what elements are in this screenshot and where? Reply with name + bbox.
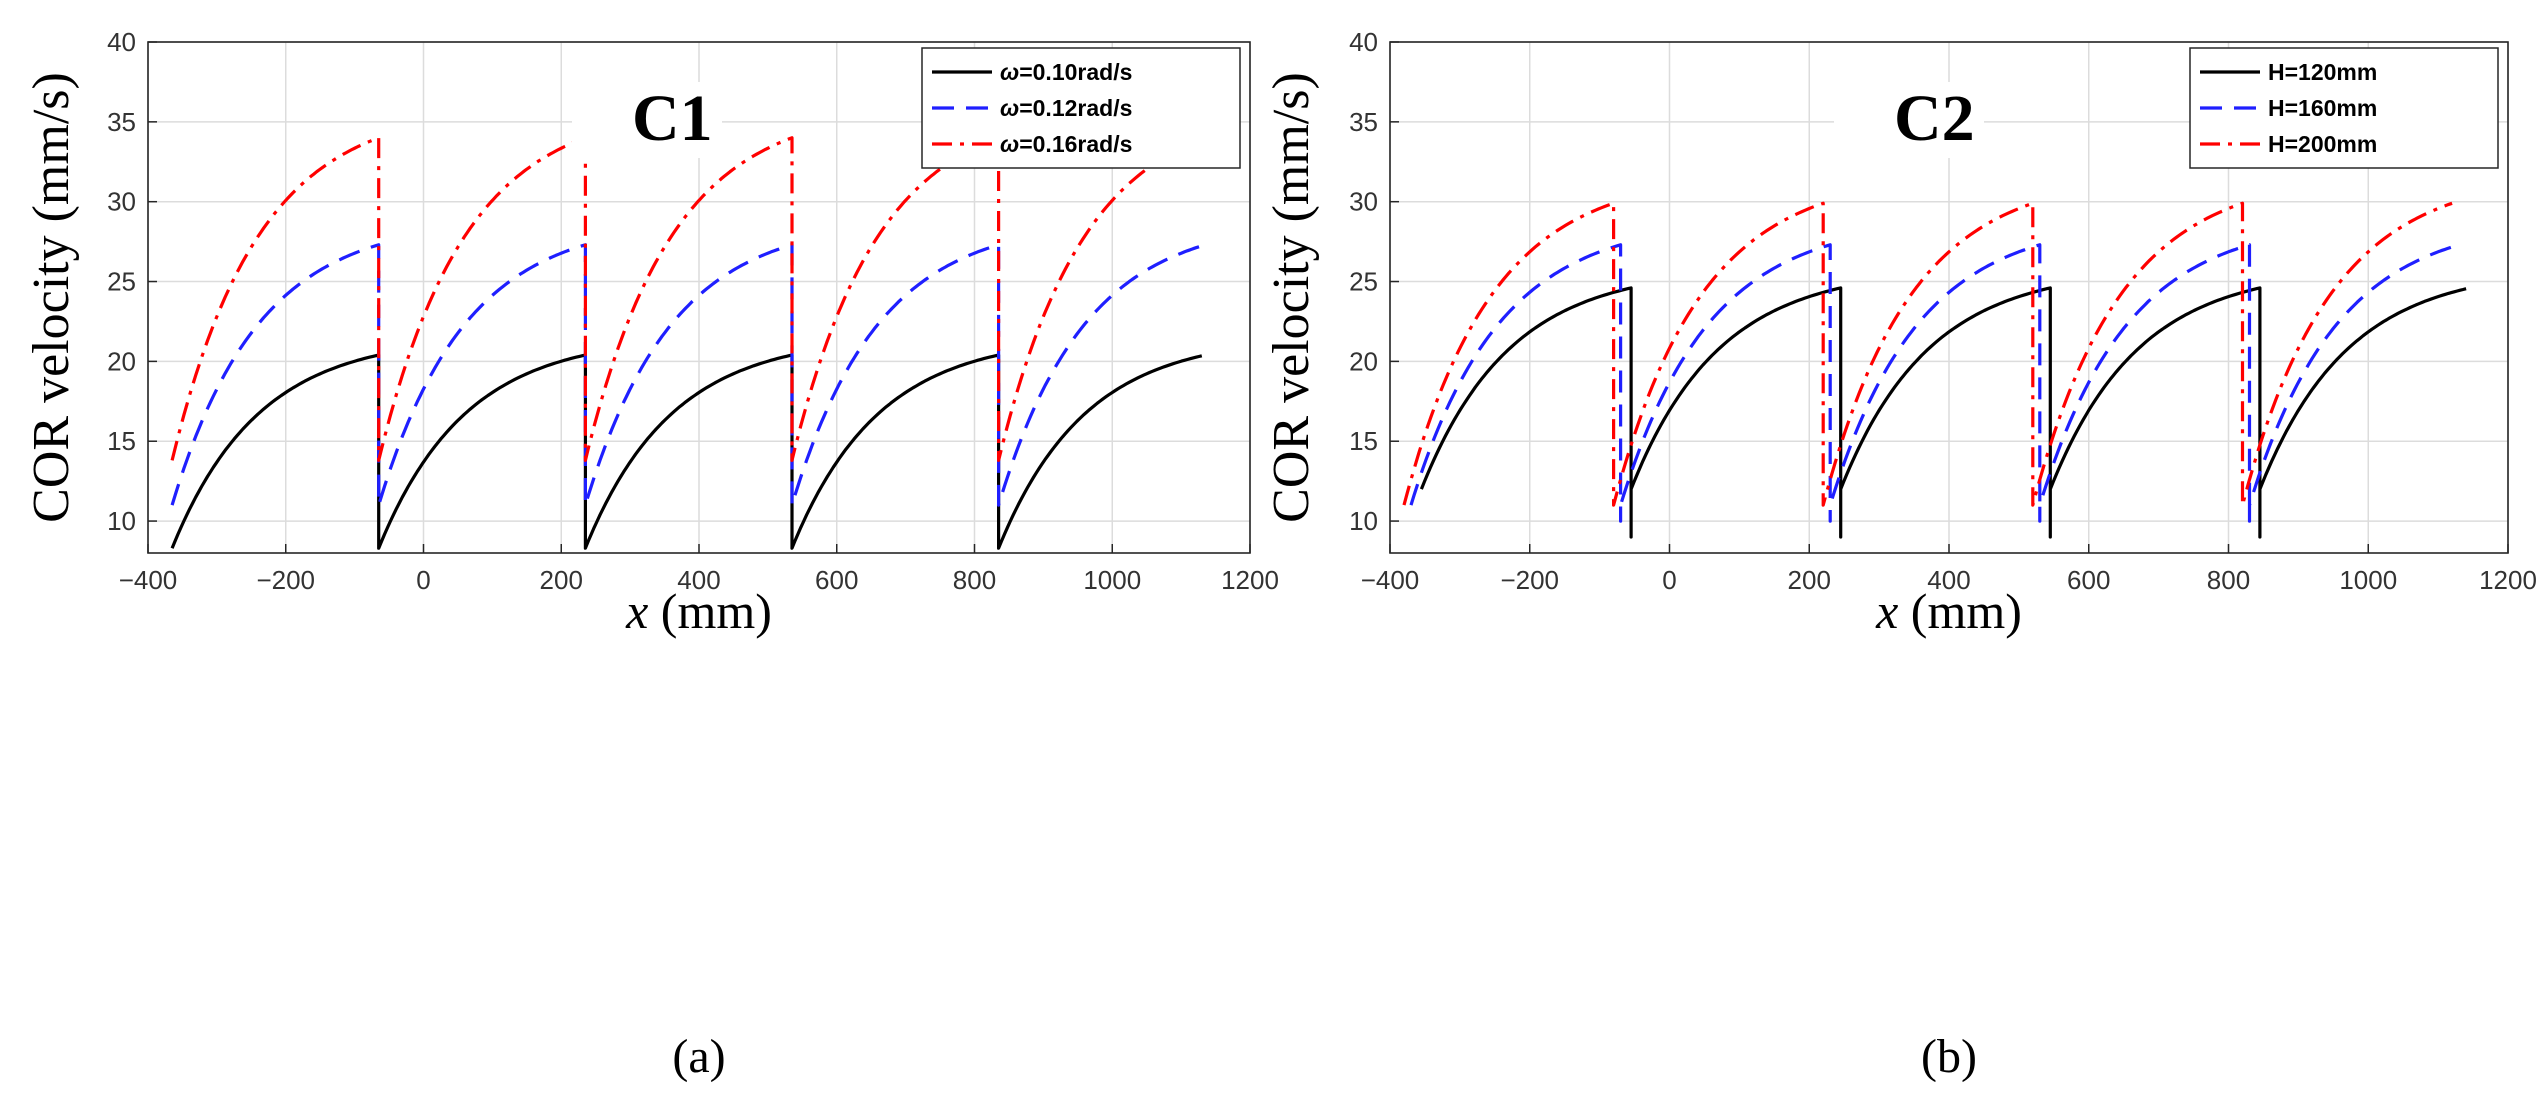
y-tick-label: 30 [107, 187, 136, 217]
y-axis-label: COR velocity (mm/s) [23, 72, 80, 523]
x-axis-symbol: x [1875, 583, 1898, 639]
legend: ω=0.10rad/sω=0.12rad/sω=0.16rad/s [921, 47, 1241, 169]
x-tick-label: −400 [1361, 565, 1420, 595]
legend-label: =0.12rad/s [1019, 95, 1132, 121]
x-tick-label: −200 [256, 565, 315, 595]
case-label: C1 [632, 82, 713, 155]
y-tick-label: 35 [107, 107, 136, 137]
legend-symbol: ω [1000, 131, 1019, 157]
legend-entry-1: H=120mm [2268, 59, 2377, 85]
legend-label: =0.16rad/s [1019, 131, 1132, 157]
y-tick-label: 15 [107, 426, 136, 456]
x-tick-label: 1200 [2479, 565, 2537, 595]
y-tick-label: 15 [1349, 426, 1378, 456]
y-tick-label: 10 [1349, 506, 1378, 536]
y-tick-label: 35 [1349, 107, 1378, 137]
x-tick-label: 600 [815, 565, 858, 595]
panel-b-chart: −400 −200 0 200 400 600 800 1000 1200 10 15 20 25 30 3… [1263, 27, 2537, 1083]
x-axis-space [1898, 583, 1911, 639]
x-tick-label: 400 [677, 565, 720, 595]
legend-entry-3: ω=0.16rad/s [1000, 131, 1132, 157]
series-line-2 [170, 243, 1203, 507]
x-tick-label: −200 [1500, 565, 1559, 595]
legend-entry-2: ω=0.12rad/s [1000, 95, 1132, 121]
x-tick-label: 800 [2207, 565, 2250, 595]
case-label: C2 [1894, 82, 1975, 155]
y-tick-label: 40 [1349, 27, 1378, 57]
panel-a-chart: −400 −200 0 200 400 600 800 1000 1200 10 15 20 25 30 3… [23, 27, 1279, 1083]
x-tick-label: 1000 [2339, 565, 2397, 595]
x-axis-unit: (mm) [661, 583, 772, 639]
x-tick-label: 1200 [1221, 565, 1279, 595]
y-tick-label: 20 [107, 346, 136, 376]
series-line-1 [170, 353, 1203, 550]
legend-entry-1: ω=0.10rad/s [1000, 59, 1132, 85]
x-tick-label: 0 [416, 565, 430, 595]
y-tick-label: 10 [107, 506, 136, 536]
x-axis-unit: (mm) [1911, 583, 2022, 639]
x-axis-label: x (mm) [625, 583, 772, 639]
legend: H=120mm H=160mm H=200mm [2189, 47, 2499, 169]
series-line-1 [1419, 286, 2467, 539]
y-tick-label: 20 [1349, 346, 1378, 376]
x-tick-label: 1000 [1083, 565, 1141, 595]
x-axis-label: x (mm) [1875, 583, 2022, 639]
x-axis-space [648, 583, 661, 639]
x-tick-label: 0 [1662, 565, 1676, 595]
y-tick-label: 30 [1349, 187, 1378, 217]
legend-symbol: ω [1000, 95, 1019, 121]
x-tick-label: 200 [540, 565, 583, 595]
panel-label: (b) [1921, 1030, 1977, 1083]
series-line-3 [170, 136, 1203, 462]
legend-label: H=200mm [2268, 131, 2377, 157]
series-line-3 [1402, 201, 2453, 507]
y-tick-label: 40 [107, 27, 136, 57]
x-tick-label: 800 [953, 565, 996, 595]
series-line-2 [1409, 243, 2460, 523]
case-label-bg [1834, 82, 1984, 158]
y-tick-label: 25 [1349, 267, 1378, 297]
x-tick-label: 400 [1927, 565, 1970, 595]
legend-entry-2: H=160mm [2268, 95, 2377, 121]
y-tick-label: 25 [107, 267, 136, 297]
panel-label: (a) [672, 1030, 725, 1083]
x-tick-label: −400 [119, 565, 178, 595]
legend-label: H=120mm [2268, 59, 2377, 85]
legend-entry-3: H=200mm [2268, 131, 2377, 157]
legend-symbol: ω [1000, 59, 1019, 85]
x-tick-label: 600 [2067, 565, 2110, 595]
legend-label: =0.10rad/s [1019, 59, 1132, 85]
y-axis-label: COR velocity (mm/s) [1263, 72, 1320, 523]
legend-label: H=160mm [2268, 95, 2377, 121]
x-axis-symbol: x [625, 583, 648, 639]
x-tick-label: 200 [1788, 565, 1831, 595]
case-label-bg [572, 82, 722, 158]
